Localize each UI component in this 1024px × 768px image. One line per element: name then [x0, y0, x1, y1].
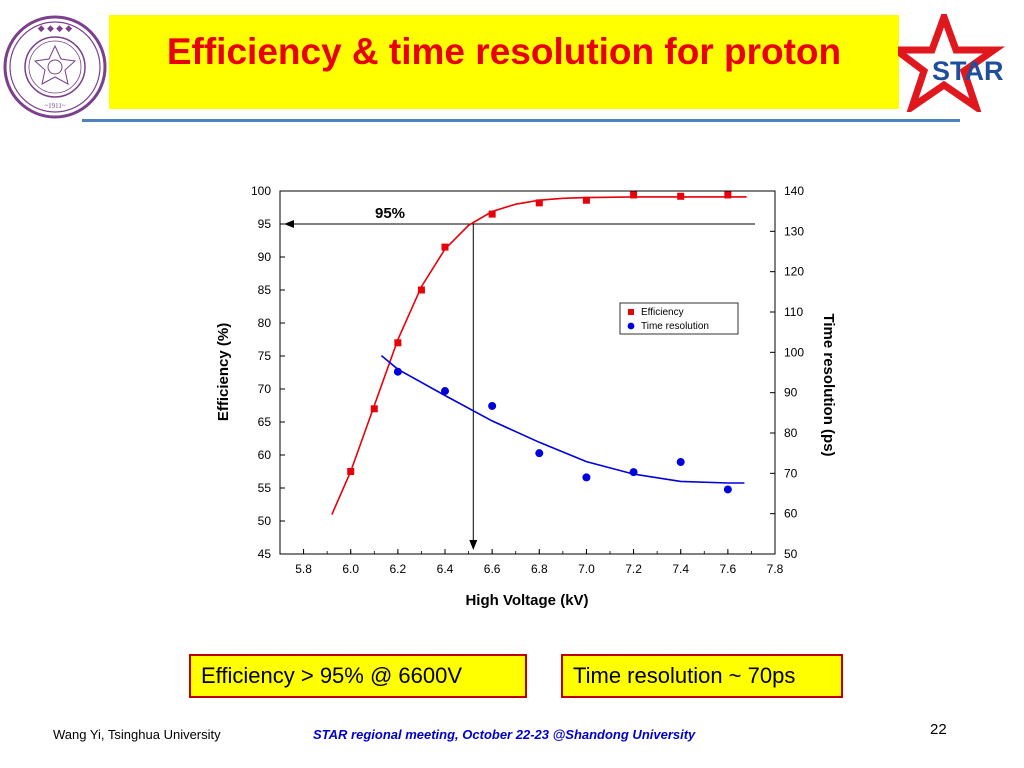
- x-tick-label: 7.8: [767, 562, 784, 576]
- efficiency-callout: Efficiency > 95% @ 6600V: [189, 654, 527, 698]
- time-resolution-point: [393, 367, 402, 376]
- y2-tick-label: 90: [784, 386, 798, 400]
- efficiency-fit-curve: [331, 196, 747, 515]
- star-logo: STAR: [885, 6, 1020, 116]
- annotation-left-arrowhead: [284, 220, 294, 228]
- x-tick-label: 7.2: [625, 562, 642, 576]
- y2-axis-title: Time resolution (ps): [820, 313, 837, 456]
- plot-frame: [279, 190, 776, 555]
- y-tick-label: 90: [258, 250, 272, 264]
- y2-tick-label: 130: [784, 224, 804, 238]
- svg-text:~1911~: ~1911~: [44, 102, 66, 110]
- y-tick-label: 75: [258, 349, 272, 363]
- y-tick-label: 95: [258, 217, 272, 231]
- x-tick-label: 7.0: [578, 562, 595, 576]
- y-axis-title: Efficiency (%): [215, 323, 232, 421]
- efficiency-point: [630, 191, 638, 199]
- y2-tick-label: 60: [784, 507, 798, 521]
- y2-tick-label: 140: [784, 184, 804, 198]
- time-resolution-point: [676, 458, 685, 467]
- x-tick-label: 7.6: [720, 562, 737, 576]
- efficiency-point: [441, 243, 449, 251]
- star-logo-text: STAR: [932, 56, 1004, 86]
- y-tick-label: 70: [258, 382, 272, 396]
- time-resolution-point: [535, 449, 544, 458]
- x-axis-title: High Voltage (kV): [465, 592, 588, 609]
- legend: Efficiency Time resolution: [619, 302, 739, 335]
- time-resolution-point: [441, 387, 449, 396]
- y-tick-label: 50: [258, 514, 272, 528]
- y-tick-label: 85: [258, 283, 272, 297]
- footer-author: Wang Yi, Tsinghua University: [53, 727, 221, 742]
- x-tick-label: 7.4: [672, 562, 689, 576]
- x-tick-label: 6.8: [531, 562, 548, 576]
- y2-tick-label: 80: [784, 426, 798, 440]
- y2-tick-label: 70: [784, 466, 798, 480]
- time-resolution-point: [582, 473, 591, 482]
- x-tick-label: 6.4: [437, 562, 454, 576]
- svg-text:◆ ◆ ◆ ◆: ◆ ◆ ◆ ◆: [38, 23, 73, 33]
- time-resolution-point: [488, 401, 497, 410]
- time-resolution-callout: Time resolution ~ 70ps: [561, 654, 843, 698]
- efficiency-point: [677, 192, 685, 200]
- efficiency-point: [724, 191, 732, 199]
- efficiency-point: [370, 405, 378, 413]
- legend-time-marker: [627, 322, 635, 330]
- annotation-down-arrowhead: [469, 540, 478, 550]
- y2-tick-label: 100: [784, 345, 804, 359]
- time-resolution-point: [629, 468, 638, 477]
- time-resolution-fit-curve: [380, 354, 745, 484]
- title-banner: Efficiency & time resolution for proton: [109, 15, 899, 109]
- y-tick-label: 60: [258, 448, 272, 462]
- efficiency-point: [535, 199, 543, 207]
- legend-time-resolution: Time resolution: [641, 321, 709, 332]
- y2-tick-label: 110: [784, 305, 803, 319]
- efficiency-point: [347, 468, 355, 475]
- x-tick-label: 6.2: [390, 562, 407, 576]
- efficiency-point: [488, 210, 496, 218]
- y-tick-label: 100: [251, 184, 271, 198]
- y-tick-label: 55: [258, 481, 272, 495]
- y2-tick-label: 120: [784, 265, 804, 279]
- title-divider: [82, 119, 960, 122]
- y2-tick-label: 50: [784, 547, 798, 561]
- efficiency-time-resolution-chart: 5.8 6.0 6.2 6.4 6.6 6.8 7.0 7.2 7.4 7.6 7.8 45 50 55…: [200, 175, 860, 625]
- annotation-95-label: 95%: [375, 205, 405, 222]
- legend-efficiency-marker: [628, 309, 634, 315]
- footer-meeting: STAR regional meeting, October 22-23 @Sh…: [313, 727, 696, 742]
- efficiency-point: [417, 286, 425, 294]
- x-tick-label: 6.6: [484, 562, 501, 576]
- time-resolution-point: [723, 485, 732, 494]
- y-tick-label: 65: [258, 415, 272, 429]
- legend-efficiency: Efficiency: [641, 307, 684, 318]
- efficiency-point: [582, 196, 590, 204]
- x-tick-label: 6.0: [342, 562, 359, 576]
- y-tick-label: 45: [258, 547, 272, 561]
- x-tick-label: 5.8: [295, 562, 312, 576]
- university-seal-logo: ~1911~ ◆ ◆ ◆ ◆: [2, 14, 108, 120]
- efficiency-point: [394, 339, 402, 347]
- y-tick-label: 80: [258, 316, 272, 330]
- slide-title: Efficiency & time resolution for proton: [166, 31, 842, 72]
- page-number: 22: [930, 721, 947, 738]
